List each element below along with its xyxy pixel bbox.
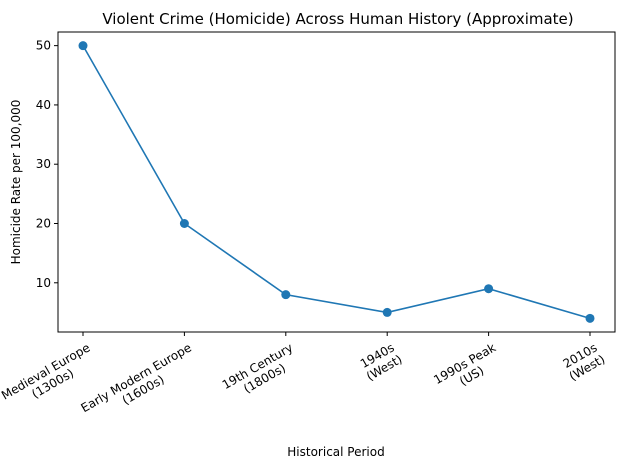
- y-axis-ticks: 10 20 30 40 50: [36, 39, 58, 290]
- series-line: [82, 45, 591, 320]
- y-tick-label: 40: [36, 98, 51, 112]
- data-point: [179, 219, 189, 229]
- data-point: [78, 41, 88, 51]
- y-axis-label: Homicide Rate per 100,000: [9, 100, 23, 265]
- plot-area: [57, 31, 616, 333]
- y-tick-label: 10: [36, 276, 51, 290]
- y-tick-label: 30: [36, 157, 51, 171]
- y-tick-label: 20: [36, 217, 51, 231]
- series-points: [78, 41, 595, 323]
- data-point: [281, 290, 291, 300]
- data-point: [484, 284, 494, 294]
- chart-title: Violent Crime (Homicide) Across Human Hi…: [102, 10, 573, 28]
- data-point: [382, 307, 392, 317]
- data-point: [585, 313, 595, 323]
- y-tick-label: 50: [36, 39, 51, 53]
- series-line-path: [82, 45, 591, 320]
- x-axis-label: Historical Period: [287, 445, 384, 459]
